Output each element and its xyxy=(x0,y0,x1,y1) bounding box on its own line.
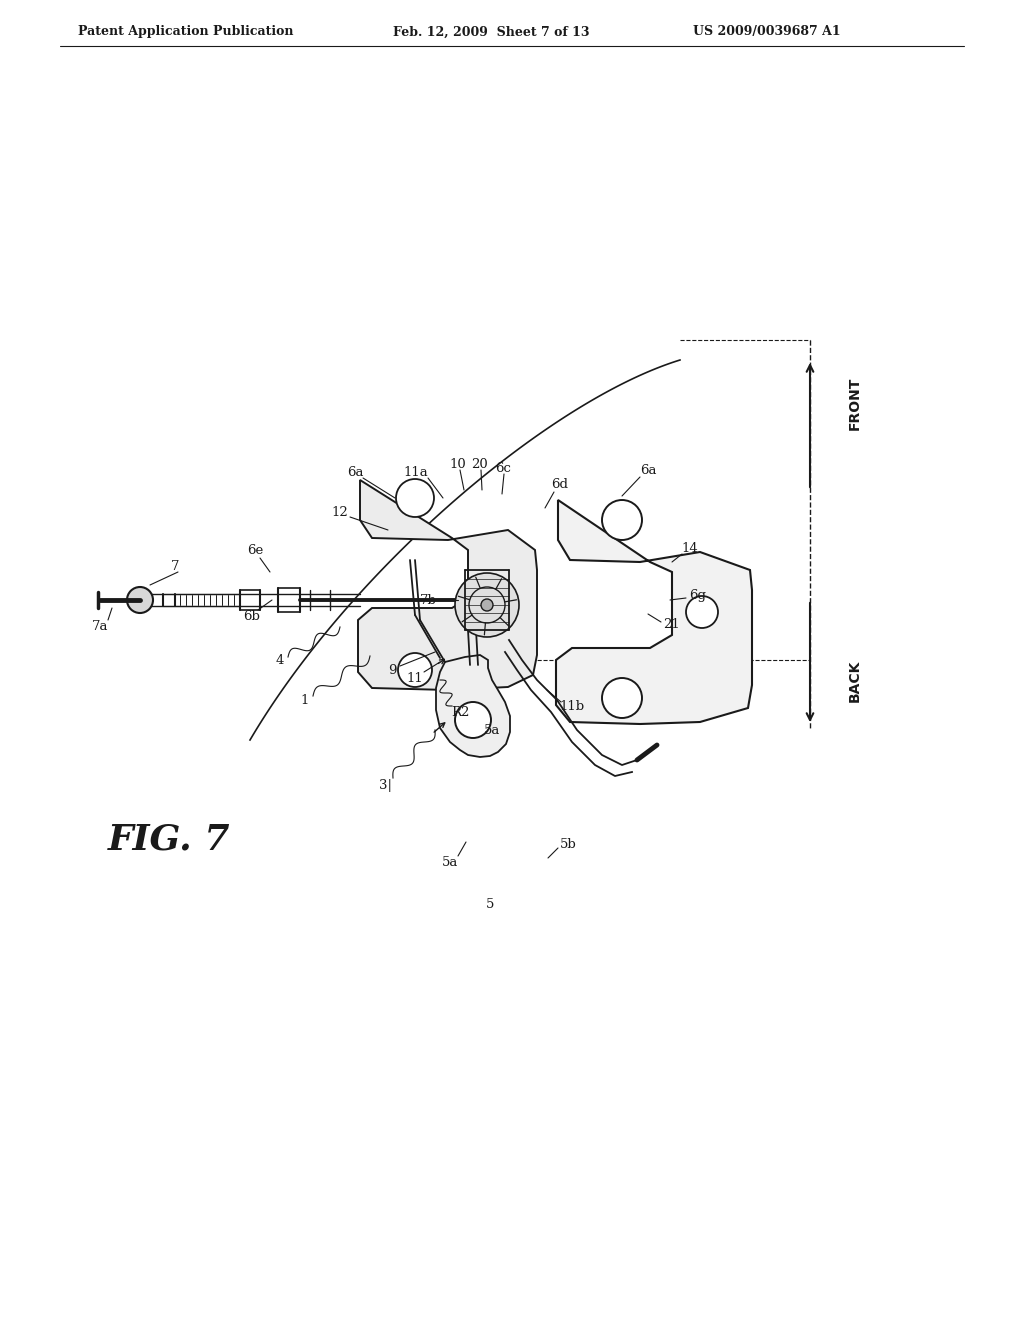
Text: FIG. 7: FIG. 7 xyxy=(108,822,230,857)
Text: 9: 9 xyxy=(388,664,396,676)
Text: 6c: 6c xyxy=(495,462,511,474)
Circle shape xyxy=(127,587,153,612)
Circle shape xyxy=(602,500,642,540)
Text: US 2009/0039687 A1: US 2009/0039687 A1 xyxy=(693,25,841,38)
Text: 3|: 3| xyxy=(379,779,391,792)
Text: 11b: 11b xyxy=(559,700,585,713)
Text: 7a: 7a xyxy=(92,619,109,632)
Text: Patent Application Publication: Patent Application Publication xyxy=(78,25,294,38)
Text: FRONT: FRONT xyxy=(848,376,862,430)
Text: 12: 12 xyxy=(332,506,348,519)
Text: 11a: 11a xyxy=(403,466,428,479)
Text: 21: 21 xyxy=(664,619,680,631)
Circle shape xyxy=(686,597,718,628)
Text: 6g: 6g xyxy=(689,589,707,602)
Text: R2: R2 xyxy=(451,705,469,718)
Text: 5b: 5b xyxy=(560,838,577,851)
Text: 5a: 5a xyxy=(441,855,458,869)
Text: 4: 4 xyxy=(275,653,285,667)
Circle shape xyxy=(602,678,642,718)
Circle shape xyxy=(398,653,432,686)
Polygon shape xyxy=(358,480,537,690)
Circle shape xyxy=(396,479,434,517)
Polygon shape xyxy=(436,655,510,756)
Text: Feb. 12, 2009  Sheet 7 of 13: Feb. 12, 2009 Sheet 7 of 13 xyxy=(393,25,590,38)
Text: 1: 1 xyxy=(301,693,309,706)
Polygon shape xyxy=(556,500,752,723)
Text: 10: 10 xyxy=(450,458,466,470)
Text: 6a: 6a xyxy=(347,466,364,479)
Text: 6a: 6a xyxy=(640,463,656,477)
Text: 6b: 6b xyxy=(244,610,260,623)
Text: 7: 7 xyxy=(171,560,179,573)
Circle shape xyxy=(481,599,493,611)
Text: 6e: 6e xyxy=(247,544,263,557)
Circle shape xyxy=(455,573,519,638)
Text: 20: 20 xyxy=(472,458,488,470)
Circle shape xyxy=(455,702,490,738)
Text: BACK: BACK xyxy=(848,660,862,702)
Text: 6d: 6d xyxy=(552,479,568,491)
Text: 5: 5 xyxy=(485,899,495,912)
Text: 7b: 7b xyxy=(420,594,436,606)
Text: 11: 11 xyxy=(407,672,423,685)
Text: 14: 14 xyxy=(682,541,698,554)
Text: 5a: 5a xyxy=(483,723,500,737)
